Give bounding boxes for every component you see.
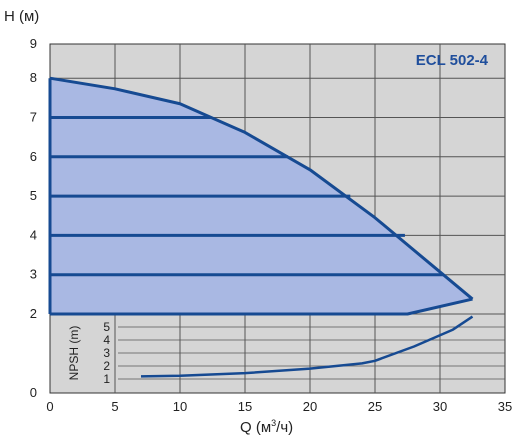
x-axis-title-suffix: /ч) bbox=[276, 419, 294, 436]
y-tick-label: 3 bbox=[30, 267, 37, 282]
model-label: ECL 502-4 bbox=[415, 52, 488, 69]
x-tick-label: 30 bbox=[433, 399, 447, 414]
head-curve bbox=[49, 76, 474, 301]
npsh-curve bbox=[140, 315, 474, 378]
y-tick-label: 8 bbox=[30, 70, 37, 85]
y-tick-label: 7 bbox=[30, 110, 37, 125]
npsh-tick-label: 2 bbox=[103, 359, 110, 373]
x-tick-label: 15 bbox=[238, 399, 252, 414]
y-tick-label: 2 bbox=[30, 306, 37, 321]
npsh-tick-label: 5 bbox=[103, 320, 110, 334]
x-tick-label: 10 bbox=[173, 399, 187, 414]
npsh-tick-label: 4 bbox=[103, 333, 110, 347]
y-tick-label: 0 bbox=[30, 385, 37, 400]
x-axis-title-sup: 3 bbox=[271, 418, 277, 428]
x-tick-label: 0 bbox=[46, 399, 53, 414]
y-axis-title: H (м) bbox=[4, 8, 40, 25]
min-head-line bbox=[50, 297, 473, 316]
x-tick-label: 35 bbox=[498, 399, 512, 414]
x-tick-label: 5 bbox=[111, 399, 118, 414]
y-tick-label: 6 bbox=[30, 149, 37, 164]
npsh-tick-label: 1 bbox=[103, 372, 110, 386]
x-axis-title: Q (м3/ч) bbox=[240, 418, 293, 436]
npsh-tick-label: 3 bbox=[103, 346, 110, 360]
npsh-axis-label: NPSH (m) bbox=[67, 326, 81, 381]
x-tick-label: 20 bbox=[303, 399, 317, 414]
x-axis-title-prefix: Q (м bbox=[240, 419, 272, 436]
y-tick-label: 5 bbox=[30, 188, 37, 203]
x-tick-label: 25 bbox=[368, 399, 382, 414]
y-tick-label: 4 bbox=[30, 227, 37, 242]
y-tick-label: 9 bbox=[30, 36, 37, 51]
